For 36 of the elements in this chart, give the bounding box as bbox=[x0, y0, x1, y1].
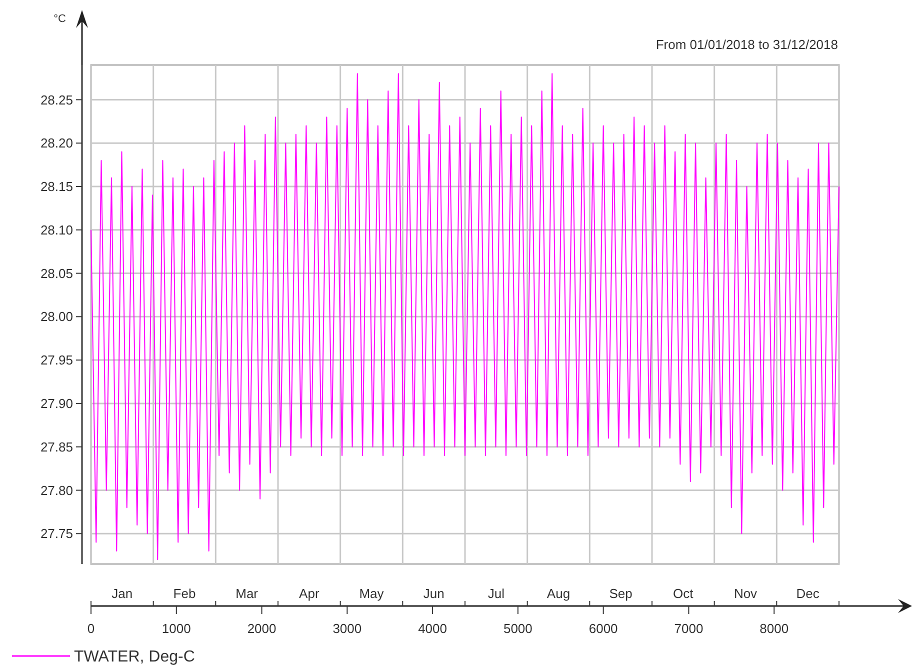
x-tick-label: 1000 bbox=[162, 621, 191, 636]
text: Nov bbox=[734, 586, 758, 601]
y-axis-title: °C bbox=[54, 13, 66, 25]
x-tick-label: 5000 bbox=[503, 621, 532, 636]
y-tick-label: 28.15 bbox=[40, 179, 73, 194]
text: Oct bbox=[673, 586, 694, 601]
x-tick-label: 7000 bbox=[674, 621, 704, 636]
y-tick-label: 27.85 bbox=[40, 439, 73, 454]
x-tick-label: 8000 bbox=[760, 621, 789, 636]
y-tick-label: 28.10 bbox=[40, 222, 73, 238]
line-series bbox=[90, 73, 840, 560]
y-tick-label: 28.00 bbox=[40, 309, 73, 324]
x-tick-label: 0 bbox=[87, 621, 95, 636]
text: Sep bbox=[609, 586, 632, 601]
y-tick-label: 28.20 bbox=[40, 136, 73, 151]
text: Apr bbox=[299, 586, 320, 601]
text: Mar bbox=[236, 586, 259, 601]
text: Jan bbox=[112, 586, 133, 601]
text: Dec bbox=[796, 586, 820, 601]
text: May bbox=[359, 586, 384, 601]
y-tick-label: 27.80 bbox=[40, 482, 73, 498]
x-tick-label: 2000 bbox=[247, 621, 276, 636]
y-tick-label: 28.05 bbox=[40, 266, 73, 281]
x-tick-label: 4000 bbox=[418, 621, 448, 636]
x-tick-label: 6000 bbox=[588, 621, 618, 636]
text: Aug bbox=[546, 586, 570, 601]
x-tick-label: 3000 bbox=[332, 621, 362, 636]
y-tick-label: 27.90 bbox=[40, 396, 73, 411]
text: Feb bbox=[173, 586, 196, 601]
y-tick-label: 28.25 bbox=[40, 92, 73, 108]
text: Jun bbox=[423, 586, 444, 601]
legend-label: TWATER, Deg-C bbox=[74, 648, 195, 666]
chart-subtitle: From 01/01/2018 to 31/12/2018 bbox=[656, 37, 838, 52]
y-tick-label: 27.75 bbox=[40, 526, 73, 542]
text: Jul bbox=[488, 586, 505, 601]
y-tick-label: 27.95 bbox=[40, 352, 73, 368]
